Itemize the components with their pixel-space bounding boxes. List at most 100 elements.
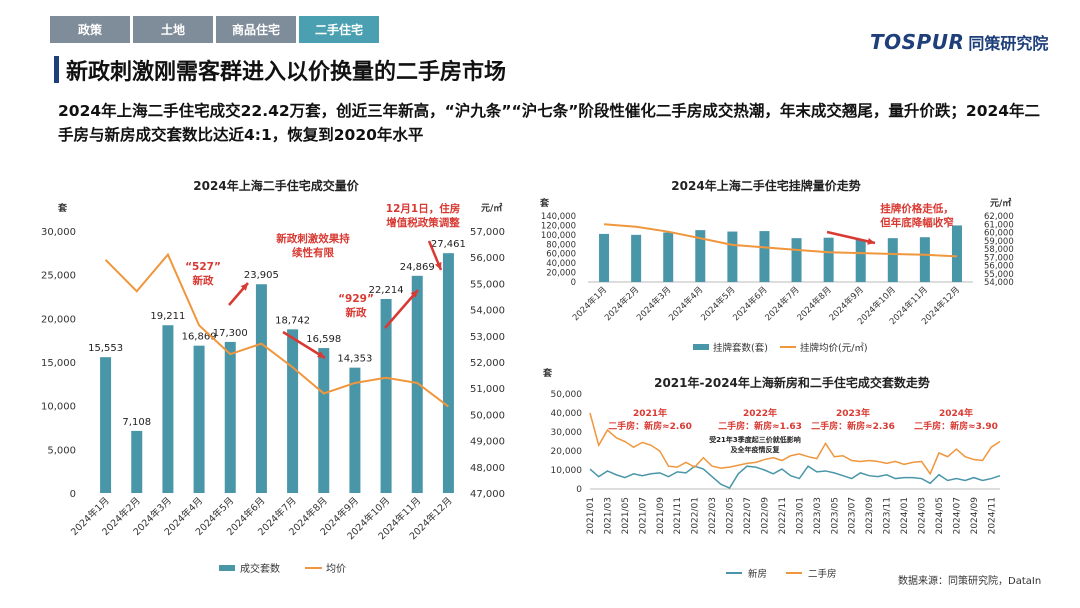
chart2-annotation: 挂牌价格走低，但年底降幅收窄 bbox=[879, 202, 954, 229]
chart1-legend-line-label: 均价 bbox=[326, 563, 346, 575]
chart1-legend-bar-swatch bbox=[219, 565, 235, 571]
chart2-right-unit: 元/㎡ bbox=[990, 197, 1011, 209]
chart2-right-tick: 57,000 bbox=[984, 253, 1014, 263]
chart2-left-tick: 0 bbox=[571, 278, 576, 288]
chart3-x-tick: 2022/11 bbox=[778, 497, 788, 534]
chart1-bar bbox=[224, 341, 236, 493]
chart2-right-tick: 59,000 bbox=[984, 237, 1014, 247]
chart2-arrow-head bbox=[867, 237, 875, 245]
chart1-bar bbox=[442, 253, 454, 493]
chart3-annotation-ratio: 二手房：新房≈2.60 bbox=[608, 420, 692, 432]
chart1-bar-label: 24,869 bbox=[400, 262, 435, 273]
chart3-annotation-year: 2024年 bbox=[939, 407, 973, 419]
chart2-bar bbox=[919, 237, 930, 282]
chart1-right-unit: 元/㎡ bbox=[481, 202, 502, 214]
tab-commercial-housing[interactable]: 商品住宅 bbox=[216, 16, 296, 43]
chart3-x-tick: 2022/09 bbox=[760, 497, 770, 535]
logo-brand: TOSPUR bbox=[870, 30, 965, 54]
chart2-left-tick: 40,000 bbox=[546, 259, 576, 269]
chart1-left-tick: 10,000 bbox=[41, 402, 76, 413]
chart1-arrow-effect-head bbox=[317, 351, 325, 358]
chart3-x-tick: 2024/07 bbox=[952, 497, 962, 534]
chart1-arrow-dec1-head bbox=[435, 262, 442, 270]
chart2-left-tick: 60,000 bbox=[546, 250, 576, 260]
chart3-annotation-year: 2021年 bbox=[633, 407, 667, 419]
chart3-legend-old-label: 二手房 bbox=[808, 568, 837, 580]
chart1-bar-label: 16,598 bbox=[306, 334, 341, 345]
chart2-right-tick: 60,000 bbox=[984, 229, 1014, 239]
chart3-x-tick: 2022/05 bbox=[726, 497, 736, 534]
chart2-right-tick: 62,000 bbox=[984, 212, 1014, 222]
chart2-bar bbox=[695, 230, 706, 282]
chart3-x-tick: 2022/07 bbox=[743, 497, 753, 534]
chart1-right-tick: 50,000 bbox=[470, 410, 505, 421]
chart1-right-tick: 51,000 bbox=[470, 384, 505, 395]
chart3-legend-new-label: 新房 bbox=[748, 568, 767, 580]
chart2-left-tick: 100,000 bbox=[541, 231, 576, 241]
chart1-bar-label: 18,742 bbox=[275, 315, 310, 326]
chart1-bar-label: 7,108 bbox=[122, 417, 151, 428]
chart1-right-tick: 56,000 bbox=[470, 253, 505, 264]
chart1-annotation-effect: 新政刺激效果持续性有限 bbox=[276, 232, 350, 259]
chart1-bar bbox=[349, 367, 361, 493]
chart1-bar-label: 15,553 bbox=[88, 343, 123, 354]
tab-second-hand-housing[interactable]: 二手住宅 bbox=[299, 16, 379, 43]
chart2-bar bbox=[727, 231, 738, 282]
chart2-left-tick: 80,000 bbox=[546, 240, 576, 250]
chart3-y-tick: 40,000 bbox=[551, 409, 583, 419]
chart3-x-tick: 2023/03 bbox=[813, 497, 823, 534]
chart3-x-tick: 2023/09 bbox=[865, 497, 875, 535]
chart3-x-tick: 2024/09 bbox=[970, 497, 980, 535]
chart1-bar-label: 27,461 bbox=[431, 239, 466, 250]
chart1-bar-label: 16,869 bbox=[182, 332, 217, 343]
chart1-right-tick: 57,000 bbox=[470, 227, 505, 238]
chart1-left-tick: 5,000 bbox=[47, 445, 76, 456]
chart2-right-tick: 58,000 bbox=[984, 245, 1014, 255]
chart3-x-tick: 2021/01 bbox=[586, 497, 596, 534]
chart2-price-line bbox=[603, 223, 958, 258]
chart1-bar bbox=[131, 430, 143, 493]
chart2-left-tick: 20,000 bbox=[546, 269, 576, 279]
chart1-bar bbox=[380, 298, 392, 493]
chart1-left-tick: 25,000 bbox=[41, 271, 76, 282]
chart3-y-tick: 10,000 bbox=[551, 466, 583, 476]
chart3-annotation-year: 2023年 bbox=[836, 407, 870, 419]
tab-land[interactable]: 土地 bbox=[133, 16, 213, 43]
chart1-right-tick: 53,000 bbox=[470, 332, 505, 343]
chart3-annotation-ratio: 二手房：新房≈2.36 bbox=[811, 420, 895, 432]
chart1-title: 2024年上海二手住宅成交量价 bbox=[193, 178, 359, 193]
chart3-new-house-line bbox=[589, 465, 1001, 489]
chart3-x-tick: 2021/07 bbox=[638, 497, 648, 534]
chart1-right-tick: 49,000 bbox=[470, 437, 505, 448]
logo: TOSPUR 同策研究院 bbox=[870, 30, 1048, 54]
chart1-bar bbox=[411, 275, 423, 493]
chart2-bar bbox=[599, 233, 610, 282]
chart2-bar bbox=[759, 231, 770, 282]
chart1-bar-label: 17,300 bbox=[213, 328, 248, 339]
chart3-x-tick: 2023/07 bbox=[848, 497, 858, 534]
summary-text: 2024年上海二手住宅成交22.42万套，创近三年新高，“沪九条”“沪七条”阶段… bbox=[58, 102, 1041, 144]
chart3-x-tick: 2024/11 bbox=[987, 497, 997, 534]
chart3-x-tick: 2021/11 bbox=[673, 497, 683, 534]
chart3-x-tick: 2023/11 bbox=[883, 497, 893, 534]
chart2-right-tick: 56,000 bbox=[984, 262, 1014, 272]
chart2-legend-line-label: 挂牌均价(元/㎡) bbox=[800, 342, 868, 354]
chart1-left-unit: 套 bbox=[58, 202, 68, 214]
chart1-bar bbox=[287, 329, 299, 493]
tab-policy[interactable]: 政策 bbox=[50, 16, 130, 43]
chart2-right-tick: 61,000 bbox=[984, 220, 1014, 230]
chart3-x-tick: 2024/03 bbox=[917, 497, 927, 534]
chart1-annotation-dec1: 12月1日，住房增值税政策调整 bbox=[386, 202, 460, 229]
chart3-annotation-year: 2022年 bbox=[743, 407, 777, 419]
chart1-left-tick: 30,000 bbox=[41, 227, 76, 238]
chart1-legend-bar-label: 成交套数 bbox=[240, 562, 280, 575]
chart1-arrow-929-head bbox=[410, 290, 418, 298]
chart3-y-tick: 50,000 bbox=[551, 390, 583, 400]
chart2-bar bbox=[663, 232, 674, 282]
chart1-right-tick: 48,000 bbox=[470, 463, 505, 474]
chart1-arrow-929 bbox=[384, 289, 419, 329]
chart3-y-tick: 0 bbox=[576, 485, 582, 495]
chart2-title: 2024年上海二手住宅挂牌量价走势 bbox=[671, 178, 860, 193]
chart1-bar-label: 14,353 bbox=[337, 354, 372, 365]
chart1-price-line bbox=[104, 252, 450, 408]
